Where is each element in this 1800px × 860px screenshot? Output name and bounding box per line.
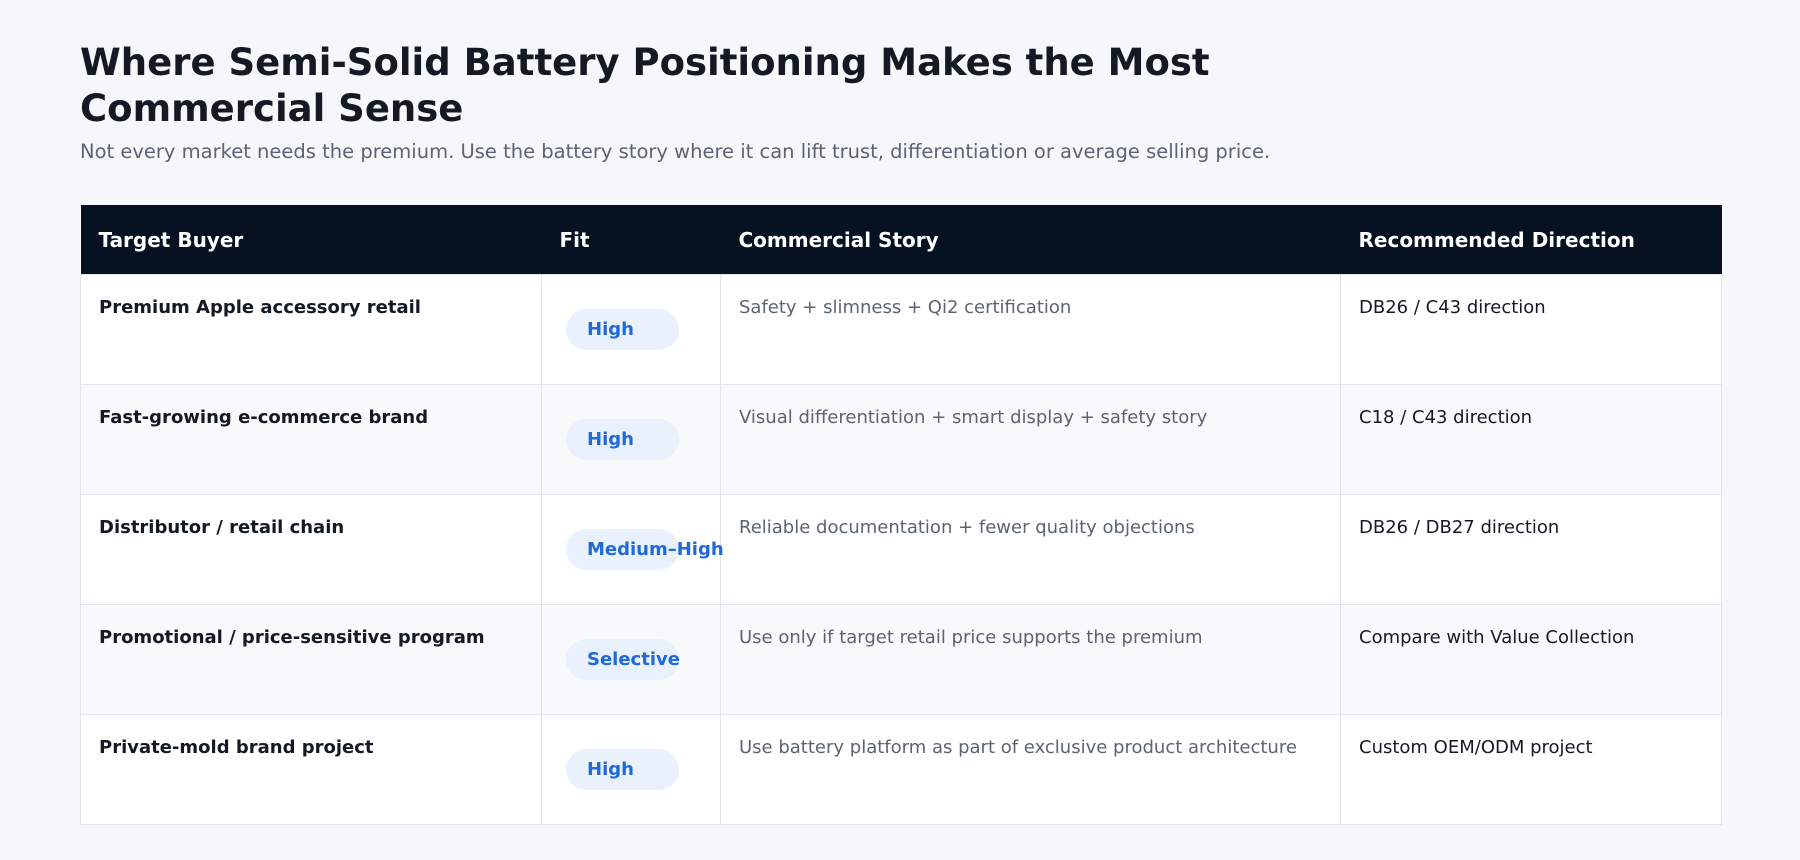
direction-cell: Compare with Value Collection (1340, 604, 1722, 715)
story-cell: Safety + slimness + Qi2 certification (720, 274, 1341, 385)
direction-cell: C18 / C43 direction (1340, 384, 1722, 495)
buyer-cell: Fast-growing e-commerce brand (80, 384, 542, 495)
column-header: Recommended Direction (1340, 205, 1722, 275)
table-row: Premium Apple accessory retail High Safety… (80, 274, 1722, 385)
buyer-cell: Promotional / price-sensitive program (80, 604, 542, 715)
buyer-cell: Private-mold brand project (80, 714, 542, 825)
direction-cell: DB26 / DB27 direction (1340, 494, 1722, 605)
fit-badge: High (566, 419, 679, 460)
buyer-cell: Distributor / retail chain (80, 494, 542, 605)
fit-badge: Medium–High (566, 529, 724, 570)
fit-badge: High (566, 749, 679, 790)
column-header: Fit (541, 205, 721, 275)
table-row: Promotional / price-sensitive program Sel… (80, 604, 1722, 715)
column-header: Commercial Story (720, 205, 1341, 275)
column-header: Target Buyer (80, 205, 542, 275)
story-cell: Reliable documentation + fewer quality o… (720, 494, 1341, 605)
table-row: Private-mold brand project High Use batter… (80, 714, 1722, 825)
story-cell: Use battery platform as part of exclusiv… (720, 714, 1341, 825)
table: Target Buyer Fit Commercial Story Recommend… (80, 205, 1722, 825)
fit-cell: High (541, 274, 721, 385)
fit-cell: High (541, 714, 721, 825)
subtitle: Not every market needs the premium. Use … (80, 140, 1271, 163)
fit-badge: Selective (566, 639, 680, 680)
table-body: Premium Apple accessory retail High Safety… (80, 274, 1722, 825)
direction-cell: Custom OEM/ODM project (1340, 714, 1722, 825)
table-row: Fast-growing e-commerce brand High Visual … (80, 384, 1722, 495)
table-row: Distributor / retail chain Medium–High Rel… (80, 494, 1722, 605)
story-cell: Use only if target retail price supports… (720, 604, 1341, 715)
fit-cell: Medium–High (541, 494, 724, 605)
direction-cell: DB26 / C43 direction (1340, 274, 1722, 385)
title: Where Semi-Solid Battery Positioning Mak… (80, 41, 1210, 130)
buyer-cell: Premium Apple accessory retail (80, 274, 542, 385)
fit-cell: Selective (541, 604, 721, 715)
header-row: Target Buyer Fit Commercial Story Recommend… (80, 205, 1722, 275)
story-cell: Visual differentiation + smart display +… (720, 384, 1341, 495)
fit-badge: High (566, 309, 679, 350)
content: Where Semi-Solid Battery Positioning Mak… (80, 40, 1722, 825)
fit-cell: High (541, 384, 721, 495)
